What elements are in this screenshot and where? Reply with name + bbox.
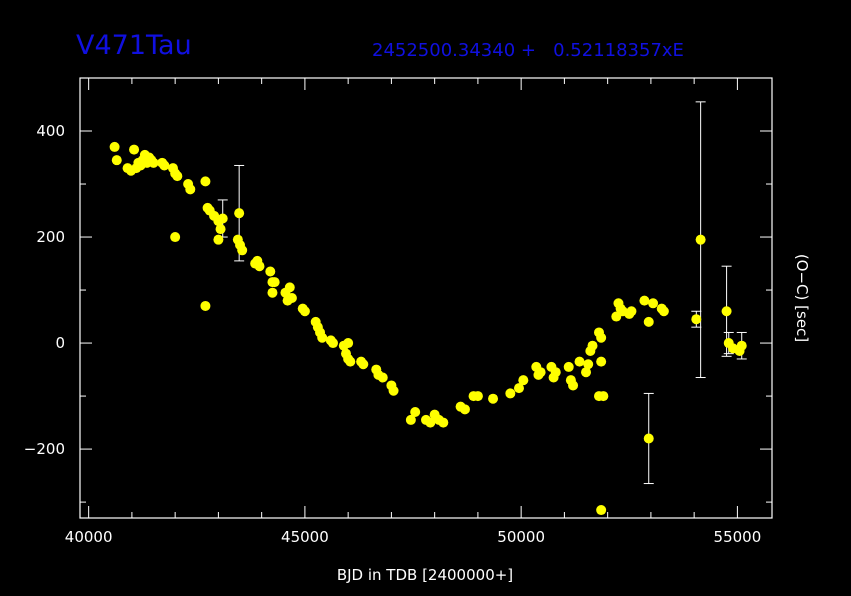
data-point	[111, 155, 122, 166]
y-tick-label: 0	[55, 334, 65, 352]
data-point	[213, 234, 224, 245]
ephemeris-label: 2452500.34340 + 0.52118357xE	[372, 40, 684, 61]
y-tick-label: 200	[36, 228, 65, 246]
data-point	[215, 224, 226, 235]
error-bars	[217, 101, 747, 485]
y-tick-label: 400	[36, 122, 65, 140]
x-tick-label: 50000	[497, 528, 545, 546]
data-point	[550, 367, 561, 378]
data-point	[626, 306, 637, 317]
data-point	[459, 404, 470, 415]
x-axis-title: BJD in TDB [2400000+]	[337, 566, 513, 584]
data-point	[648, 298, 659, 309]
axis-ticks	[80, 78, 772, 518]
data-point	[170, 232, 181, 243]
data-point	[583, 359, 594, 370]
data-point	[284, 282, 295, 293]
data-point	[587, 340, 598, 351]
data-point	[377, 372, 388, 383]
data-point	[513, 383, 524, 394]
x-tick-labels: 40000 45000 50000 55000	[65, 528, 761, 546]
data-point	[343, 353, 354, 364]
y-tick-label: −200	[24, 440, 65, 458]
data-point	[200, 300, 211, 311]
data-point	[581, 367, 592, 378]
data-point	[299, 306, 310, 317]
data-point	[388, 385, 399, 396]
data-points	[109, 141, 747, 516]
y-tick-labels: −200 0 200 400	[24, 122, 65, 458]
data-point	[185, 184, 196, 195]
data-point	[639, 295, 650, 306]
data-point	[695, 234, 706, 245]
plot-frame	[79, 77, 773, 519]
chart-title: V471Tau	[76, 30, 192, 61]
data-point	[425, 417, 436, 428]
data-point	[643, 433, 654, 444]
data-point	[317, 332, 328, 343]
data-point	[159, 160, 170, 171]
data-point	[172, 171, 183, 182]
data-point	[343, 338, 354, 349]
data-point	[535, 367, 546, 378]
data-point	[109, 141, 120, 152]
x-tick-label: 40000	[65, 528, 113, 546]
data-point	[234, 208, 245, 219]
data-point	[129, 144, 140, 155]
data-point	[405, 414, 416, 425]
x-tick-label: 55000	[714, 528, 762, 546]
data-point	[286, 293, 297, 303]
data-point	[596, 356, 607, 367]
y-axis-title: (O−C) [sec]	[793, 254, 811, 342]
data-point	[596, 505, 607, 516]
data-point	[691, 314, 702, 325]
data-point	[518, 375, 529, 386]
data-point	[265, 266, 276, 277]
data-point	[505, 388, 516, 399]
data-point	[563, 361, 574, 372]
data-point	[721, 306, 732, 317]
data-point	[736, 340, 747, 351]
data-point	[269, 277, 280, 288]
data-point	[574, 356, 585, 367]
data-point	[488, 393, 499, 404]
data-point	[254, 261, 265, 272]
data-point	[267, 287, 278, 298]
x-tick-label: 45000	[281, 528, 329, 546]
data-point	[410, 406, 421, 417]
data-point	[148, 157, 159, 168]
data-point	[568, 380, 579, 391]
data-point	[438, 417, 449, 428]
data-point	[658, 306, 669, 317]
data-point	[598, 391, 609, 402]
data-point	[237, 245, 248, 256]
data-point	[596, 332, 607, 343]
data-point	[200, 176, 211, 187]
data-point	[328, 338, 339, 349]
data-point	[472, 391, 483, 402]
data-point	[643, 316, 654, 327]
data-point	[217, 213, 228, 224]
data-point	[358, 359, 369, 370]
